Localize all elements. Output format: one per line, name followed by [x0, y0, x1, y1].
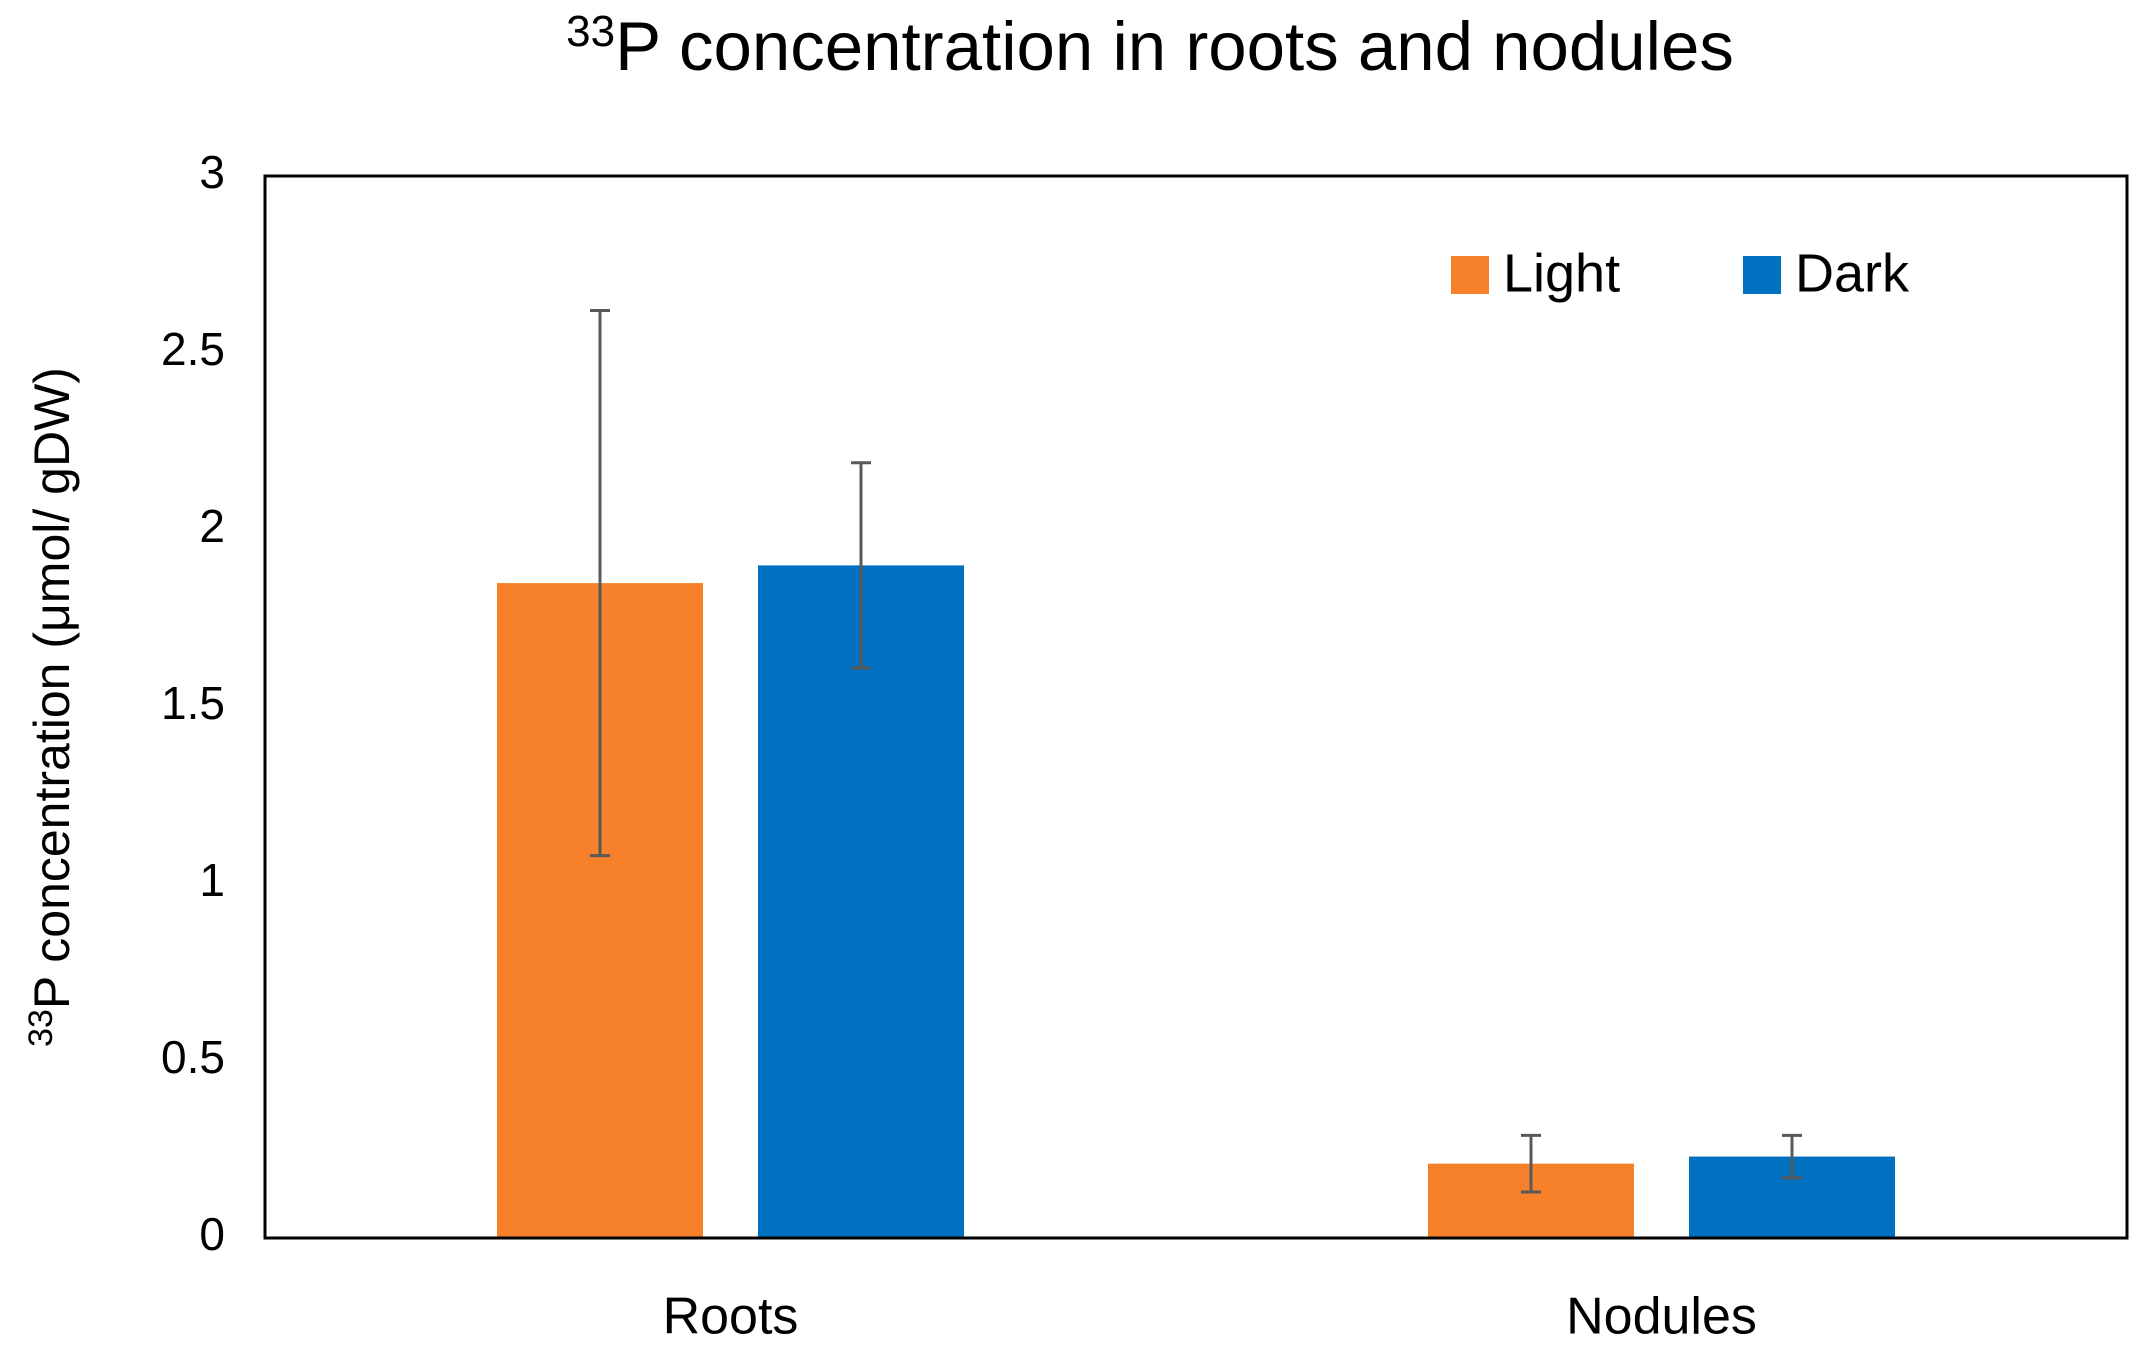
- chart-title: 33P concentration in roots and nodules: [566, 7, 1734, 86]
- y-label-text: P concentration (μmol/ gDW): [24, 367, 80, 1009]
- error-bar: [851, 461, 871, 670]
- y-tick-label: 1: [199, 854, 225, 906]
- y-tick-label: 2: [199, 500, 225, 552]
- legend-label: Light: [1503, 243, 1620, 303]
- legend-label: Dark: [1795, 243, 1910, 303]
- error-bar: [1782, 1133, 1802, 1180]
- title-superscript: 33: [566, 7, 615, 56]
- y-label-superscript: 33: [22, 1009, 60, 1047]
- y-tick-label: 0: [199, 1208, 225, 1260]
- bar: [758, 565, 964, 1238]
- x-tick-label: Roots: [663, 1288, 799, 1346]
- legend-swatch: [1743, 256, 1781, 294]
- title-text: P concentration in roots and nodules: [615, 8, 1734, 85]
- x-tick-label: Nodules: [1566, 1288, 1757, 1346]
- legend-swatch: [1451, 256, 1489, 294]
- y-tick-label: 2.5: [161, 323, 225, 375]
- error-bar: [590, 309, 610, 858]
- error-bar: [1521, 1133, 1541, 1194]
- y-tick-label: 3: [199, 146, 225, 198]
- y-tick-label: 1.5: [161, 677, 225, 729]
- plot-frame: [263, 174, 2129, 1240]
- y-tick-label: 0.5: [161, 1031, 225, 1083]
- y-axis-label: 33P concentration (μmol/ gDW): [22, 367, 80, 1047]
